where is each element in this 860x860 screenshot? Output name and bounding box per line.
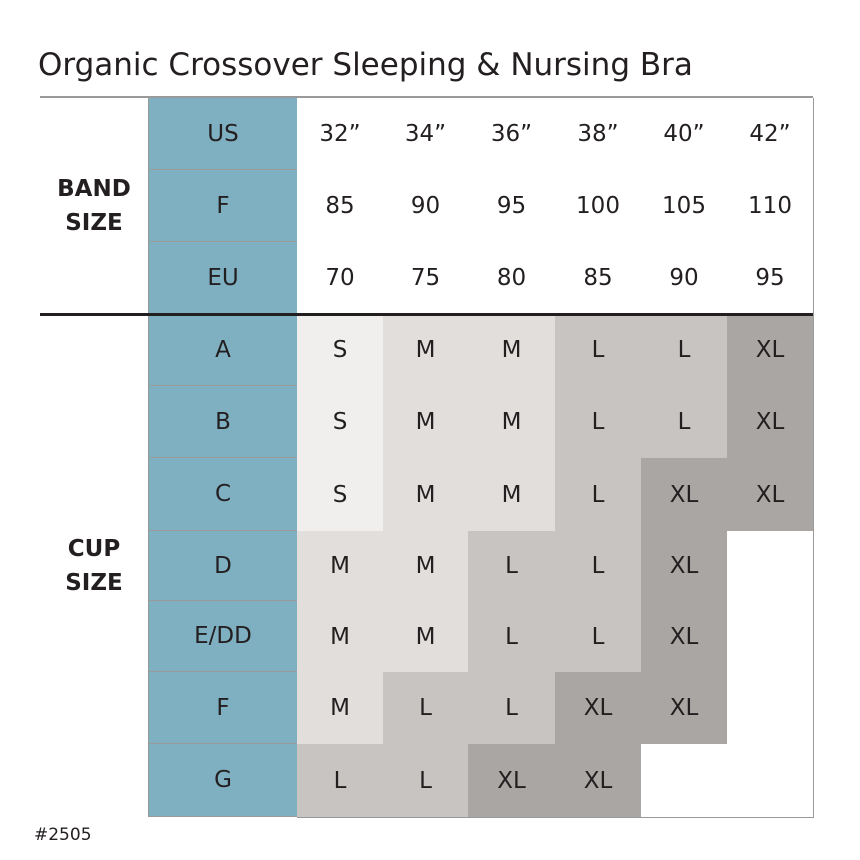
row-header: F	[148, 672, 298, 744]
table-cell: 40”	[641, 98, 728, 171]
table-cell: 100	[555, 170, 642, 243]
table-cell: L	[297, 744, 384, 818]
table-cell: XL	[727, 314, 814, 387]
table-cell: L	[641, 386, 728, 459]
table-cell: L	[555, 314, 642, 387]
table-cell: XL	[641, 601, 728, 673]
table-cell: 80	[468, 242, 556, 315]
table-cell: M	[383, 601, 469, 673]
table-cell: XL	[641, 672, 728, 745]
table-cell: S	[297, 314, 384, 387]
table-cell: S	[297, 386, 384, 459]
group-label: BAND SIZE	[57, 176, 131, 236]
table-cell: XL	[468, 744, 556, 818]
table-cell: M	[297, 601, 384, 673]
table-cell: 32”	[297, 98, 384, 171]
table-cell: 85	[555, 242, 642, 315]
table-cell: L	[555, 458, 642, 532]
table-cell: XL	[727, 386, 814, 459]
table-cell: 38”	[555, 98, 642, 171]
group-label: CUP SIZE	[65, 535, 123, 596]
table-cell: 95	[727, 242, 814, 315]
table-cell: 90	[383, 170, 469, 243]
table-cell: 110	[727, 170, 814, 243]
row-header: F	[148, 170, 298, 242]
table-cell: S	[297, 458, 384, 532]
footer: #2505	[34, 825, 92, 845]
table-cell: L	[555, 386, 642, 459]
table-cell: L	[383, 744, 469, 818]
table-cell: 90	[641, 242, 728, 315]
title: Organic Crossover Sleeping & Nursing Bra	[38, 47, 693, 83]
table-cell	[727, 672, 814, 745]
table-cell: 105	[641, 170, 728, 243]
table-cell	[727, 601, 814, 673]
table-cell: 36”	[468, 98, 556, 171]
table-cell: L	[383, 672, 469, 745]
table-cell	[641, 744, 728, 818]
table-cell: L	[641, 314, 728, 387]
table-cell: M	[468, 314, 556, 387]
table-cell: M	[383, 531, 469, 602]
top-border	[40, 96, 813, 98]
table-cell: 42”	[727, 98, 814, 171]
row-header: D	[148, 531, 298, 601]
table-cell: M	[297, 531, 384, 602]
table-cell: 70	[297, 242, 384, 315]
table-cell: XL	[555, 744, 642, 818]
table-cell	[727, 744, 814, 818]
table-cell: L	[555, 531, 642, 602]
row-header: G	[148, 744, 298, 817]
table-cell: M	[383, 386, 469, 459]
table-cell: L	[468, 601, 556, 673]
table-cell: 95	[468, 170, 556, 243]
row-header: US	[148, 98, 298, 170]
table-cell: M	[468, 458, 556, 532]
table-cell: XL	[641, 458, 728, 532]
table-cell: L	[555, 601, 642, 673]
table-cell: M	[468, 386, 556, 459]
table-cell: XL	[641, 531, 728, 602]
table-cell: 34”	[383, 98, 469, 171]
row-header: C	[148, 458, 298, 531]
row-header: E/DD	[148, 601, 298, 672]
table-cell: XL	[555, 672, 642, 745]
table-cell	[727, 531, 814, 602]
table-cell: M	[383, 314, 469, 387]
row-header: A	[148, 314, 298, 386]
table-cell: M	[383, 458, 469, 532]
table-cell: L	[468, 672, 556, 745]
row-header: B	[148, 386, 298, 458]
table-cell: 75	[383, 242, 469, 315]
table-cell: 85	[297, 170, 384, 243]
table-cell: XL	[727, 458, 814, 532]
table-cell: M	[297, 672, 384, 745]
table-cell: L	[468, 531, 556, 602]
section-divider	[40, 313, 813, 316]
row-header: EU	[148, 242, 298, 314]
